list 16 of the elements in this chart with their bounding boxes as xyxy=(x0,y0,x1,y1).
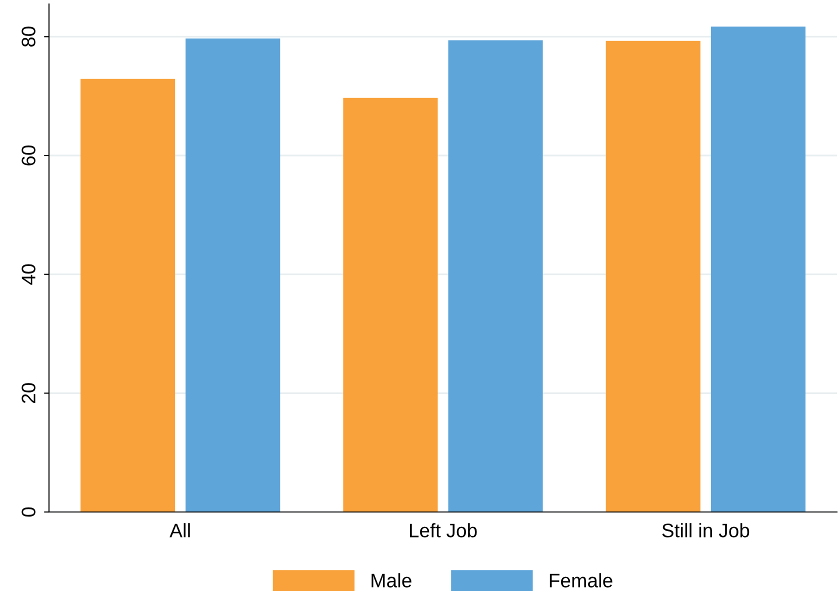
y-tick-label: 60 xyxy=(22,145,36,166)
bar xyxy=(186,38,280,512)
y-tick-label: 0 xyxy=(22,507,36,517)
bar xyxy=(606,40,700,512)
legend-label: Male xyxy=(372,573,412,588)
y-tick-label: 40 xyxy=(22,264,36,285)
x-tick-label: Left Job xyxy=(410,523,477,538)
bar xyxy=(343,98,438,512)
bar xyxy=(448,40,543,512)
legend-label: Female xyxy=(550,573,612,588)
y-tick-label: 20 xyxy=(22,383,36,404)
x-tick-label: All xyxy=(170,523,190,538)
bar xyxy=(710,26,806,512)
x-tick-label: Still in Job xyxy=(662,523,750,538)
bar xyxy=(80,78,176,512)
y-tick-label: 80 xyxy=(22,26,36,47)
